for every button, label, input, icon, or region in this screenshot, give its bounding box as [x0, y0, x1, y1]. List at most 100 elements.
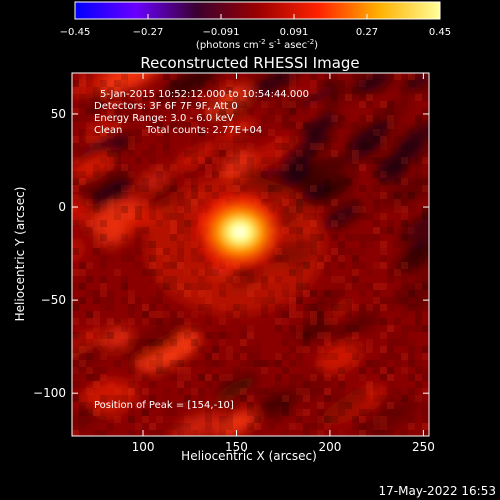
image-pixel: [107, 87, 114, 94]
image-pixel: [100, 367, 107, 374]
image-pixel: [317, 157, 324, 164]
image-pixel: [324, 339, 331, 346]
image-pixel-grid: [72, 73, 429, 436]
image-pixel: [93, 192, 100, 199]
image-pixel: [177, 248, 184, 255]
image-pixel: [226, 80, 233, 87]
image-pixel: [93, 108, 100, 115]
image-pixel: [114, 101, 121, 108]
image-pixel: [289, 101, 296, 108]
image-pixel: [331, 220, 338, 227]
image-pixel: [408, 339, 415, 346]
image-pixel: [247, 94, 254, 101]
image-pixel: [345, 94, 352, 101]
image-pixel: [233, 178, 240, 185]
image-pixel: [387, 430, 394, 436]
image-pixel: [212, 269, 219, 276]
image-pixel: [128, 318, 135, 325]
image-pixel: [177, 80, 184, 87]
image-pixel: [156, 339, 163, 346]
image-pixel: [100, 157, 107, 164]
image-pixel: [359, 346, 366, 353]
image-pixel: [310, 87, 317, 94]
image-pixel: [100, 276, 107, 283]
image-pixel: [303, 325, 310, 332]
image-pixel: [254, 129, 261, 136]
image-pixel: [338, 395, 345, 402]
image-pixel: [107, 178, 114, 185]
image-pixel: [219, 430, 226, 436]
image-pixel: [93, 374, 100, 381]
image-pixel: [212, 374, 219, 381]
image-pixel: [149, 115, 156, 122]
image-pixel: [198, 164, 205, 171]
image-pixel: [408, 227, 415, 234]
image-pixel: [163, 402, 170, 409]
image-pixel: [317, 171, 324, 178]
image-pixel: [422, 248, 429, 255]
image-pixel: [72, 115, 79, 122]
image-pixel: [254, 395, 261, 402]
image-pixel: [331, 318, 338, 325]
image-pixel: [289, 136, 296, 143]
image-pixel: [198, 395, 205, 402]
emission-blob: [317, 340, 362, 374]
image-pixel: [198, 80, 205, 87]
image-pixel: [72, 199, 79, 206]
image-pixel: [226, 409, 233, 416]
image-pixel: [247, 353, 254, 360]
image-pixel: [338, 213, 345, 220]
image-pixel: [79, 423, 86, 430]
image-pixel: [100, 115, 107, 122]
image-pixel: [93, 381, 100, 388]
emission-blob: [214, 409, 257, 436]
image-pixel: [107, 171, 114, 178]
image-pixel: [184, 283, 191, 290]
x-axis-label: Heliocentric X (arcsec): [181, 449, 317, 463]
image-pixel: [296, 360, 303, 367]
image-pixel: [184, 199, 191, 206]
image-pixel: [107, 241, 114, 248]
dark-streak: [295, 182, 329, 205]
image-pixel: [135, 185, 142, 192]
image-pixel: [373, 129, 380, 136]
image-pixel: [86, 185, 93, 192]
image-pixel: [303, 101, 310, 108]
image-pixel: [86, 276, 93, 283]
image-pixel: [72, 304, 79, 311]
image-pixel: [408, 73, 415, 80]
image-pixel: [149, 297, 156, 304]
image-pixel: [121, 206, 128, 213]
image-pixel: [149, 241, 156, 248]
image-pixel: [345, 206, 352, 213]
image-pixel: [261, 192, 268, 199]
image-pixel: [387, 227, 394, 234]
image-pixel: [296, 241, 303, 248]
image-pixel: [289, 269, 296, 276]
image-pixel: [261, 115, 268, 122]
image-pixel: [149, 108, 156, 115]
image-pixel: [338, 178, 345, 185]
emission-blob: [213, 372, 259, 402]
image-pixel: [247, 143, 254, 150]
image-pixel: [373, 381, 380, 388]
image-pixel: [387, 332, 394, 339]
image-pixel: [296, 332, 303, 339]
image-pixel: [345, 325, 352, 332]
emission-blob: [138, 170, 170, 191]
image-pixel: [415, 164, 422, 171]
image-pixel: [310, 199, 317, 206]
image-pixel: [261, 304, 268, 311]
image-pixel: [366, 346, 373, 353]
image-pixel: [205, 409, 212, 416]
image-pixel: [247, 332, 254, 339]
image-pixel: [303, 381, 310, 388]
image-pixel: [128, 290, 135, 297]
image-pixel: [233, 87, 240, 94]
image-pixel: [219, 360, 226, 367]
image-pixel: [275, 416, 282, 423]
emission-blob: [371, 187, 407, 209]
image-pixel: [72, 220, 79, 227]
image-pixel: [296, 192, 303, 199]
image-pixel: [156, 353, 163, 360]
